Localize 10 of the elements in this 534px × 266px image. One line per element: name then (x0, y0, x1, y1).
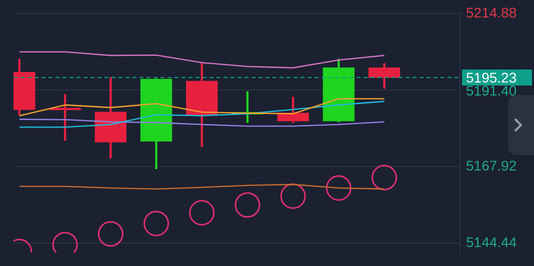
point (98, 221, 124, 247)
y-tick-label: 5144.44 (466, 234, 517, 250)
point (144, 210, 170, 236)
y-tick-label: 5214.88 (466, 4, 517, 20)
point (234, 192, 260, 218)
point (189, 200, 215, 226)
point (280, 183, 306, 209)
y-tick-label: 5167.92 (466, 157, 517, 174)
point (372, 164, 398, 190)
point (326, 175, 352, 201)
